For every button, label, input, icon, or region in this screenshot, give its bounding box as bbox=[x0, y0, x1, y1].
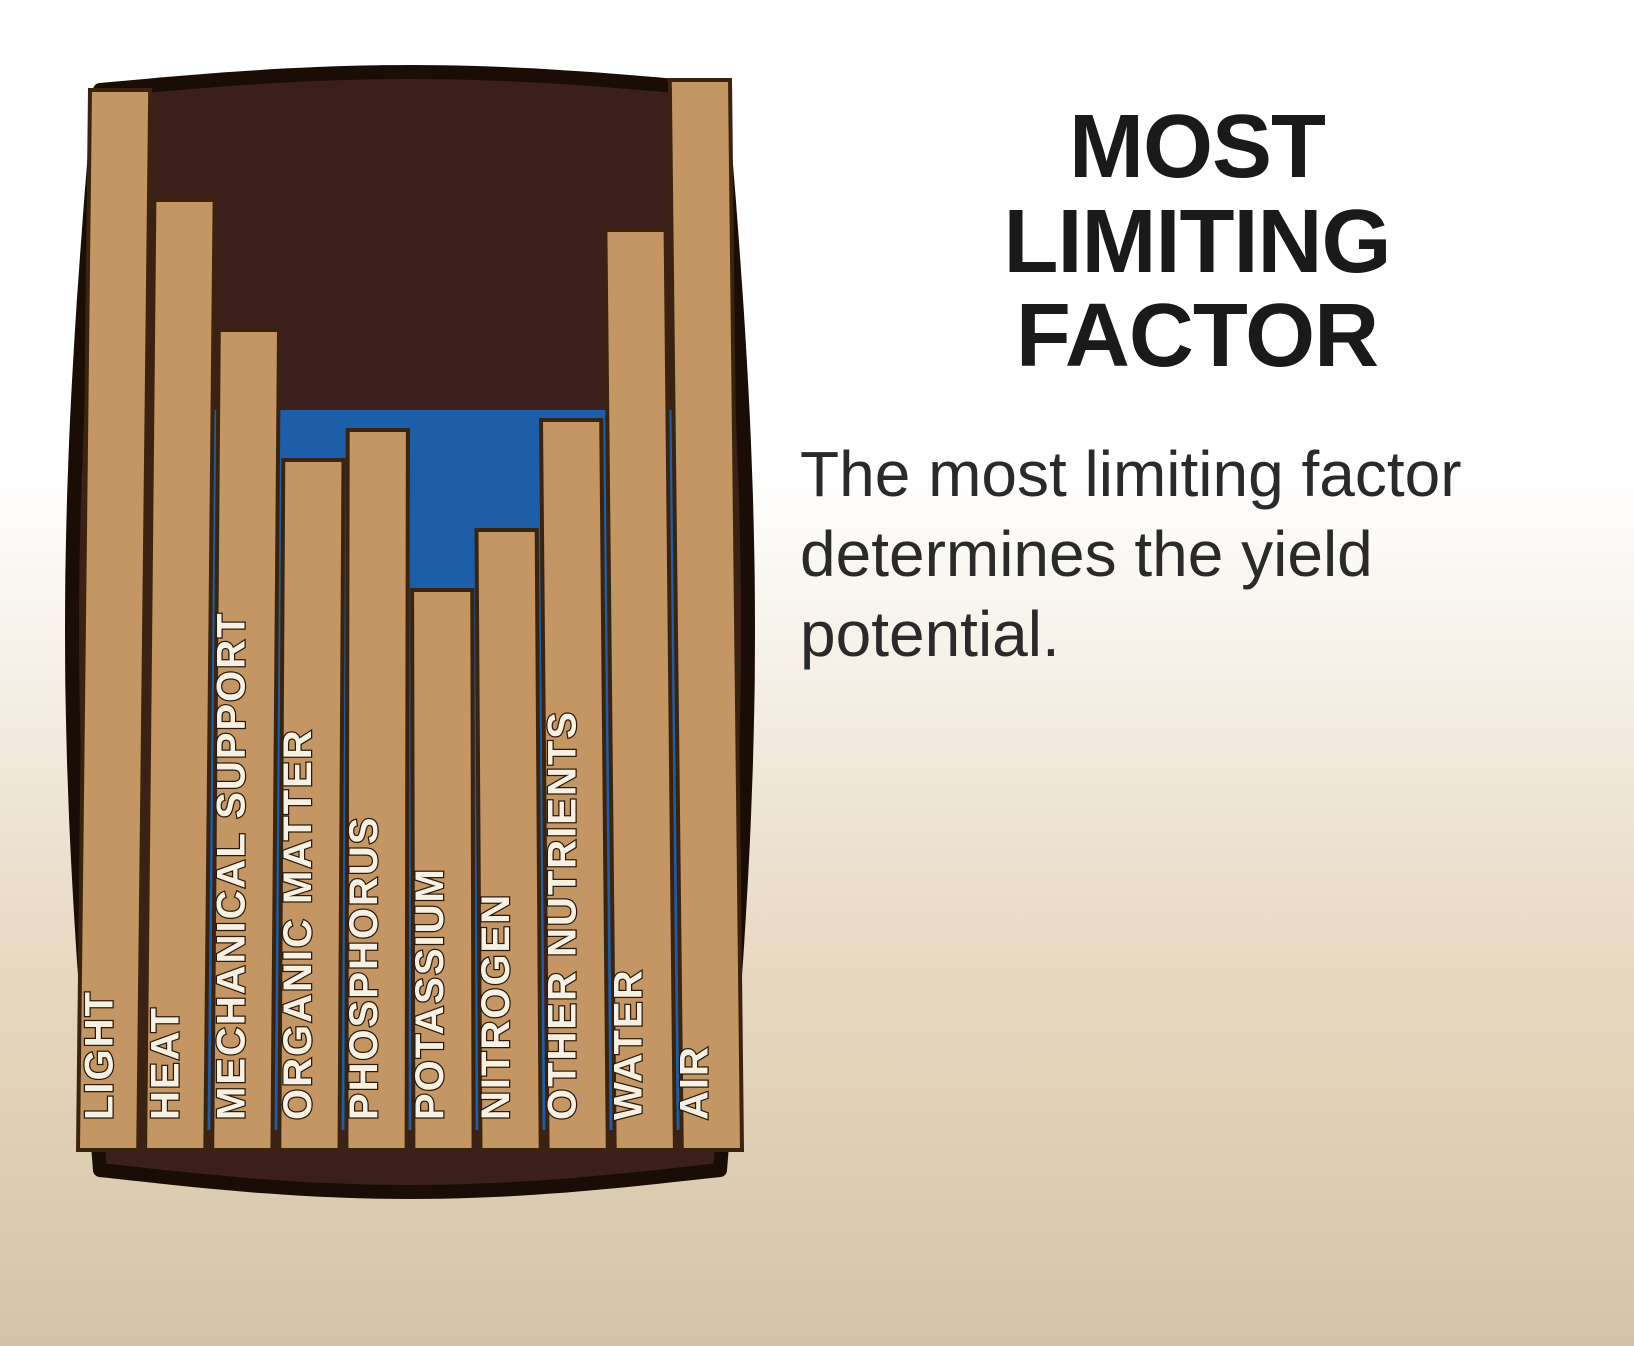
stave-label-water: WATER bbox=[606, 969, 650, 1120]
stave-label-nitrogen: NITROGEN bbox=[474, 893, 518, 1120]
subtitle: The most limiting factor determines the … bbox=[800, 434, 1594, 674]
title-line-2: LIMITING bbox=[800, 195, 1594, 290]
stave-label-mechanical-support: MECHANICAL SUPPORT bbox=[210, 611, 254, 1120]
barrel-svg: LIGHT HEAT MECHANICAL SUPPORT ORGANIC MATTE… bbox=[60, 40, 760, 1240]
page-container: LIGHT HEAT MECHANICAL SUPPORT ORGANIC MATTE… bbox=[0, 0, 1634, 1346]
stave-label-other-nutrients: OTHER NUTRIENTS bbox=[540, 710, 584, 1120]
stave-label-light: LIGHT bbox=[78, 990, 122, 1120]
stave-label-organic-matter: ORGANIC MATTER bbox=[276, 728, 320, 1120]
title-line-1: MOST bbox=[800, 100, 1594, 195]
text-panel: MOST LIMITING FACTOR The most limiting f… bbox=[760, 0, 1634, 1346]
stave-air bbox=[670, 80, 742, 1150]
stave-label-air: AIR bbox=[673, 1045, 717, 1120]
stave-label-phosphorus: PHOSPHORUS bbox=[342, 816, 386, 1121]
title-line-3: FACTOR bbox=[800, 289, 1594, 384]
stave-label-heat: HEAT bbox=[144, 1006, 188, 1120]
title: MOST LIMITING FACTOR bbox=[800, 100, 1594, 384]
stave-label-potassium: POTASSIUM bbox=[408, 867, 452, 1120]
barrel-diagram: LIGHT HEAT MECHANICAL SUPPORT ORGANIC MATTE… bbox=[60, 40, 760, 1240]
